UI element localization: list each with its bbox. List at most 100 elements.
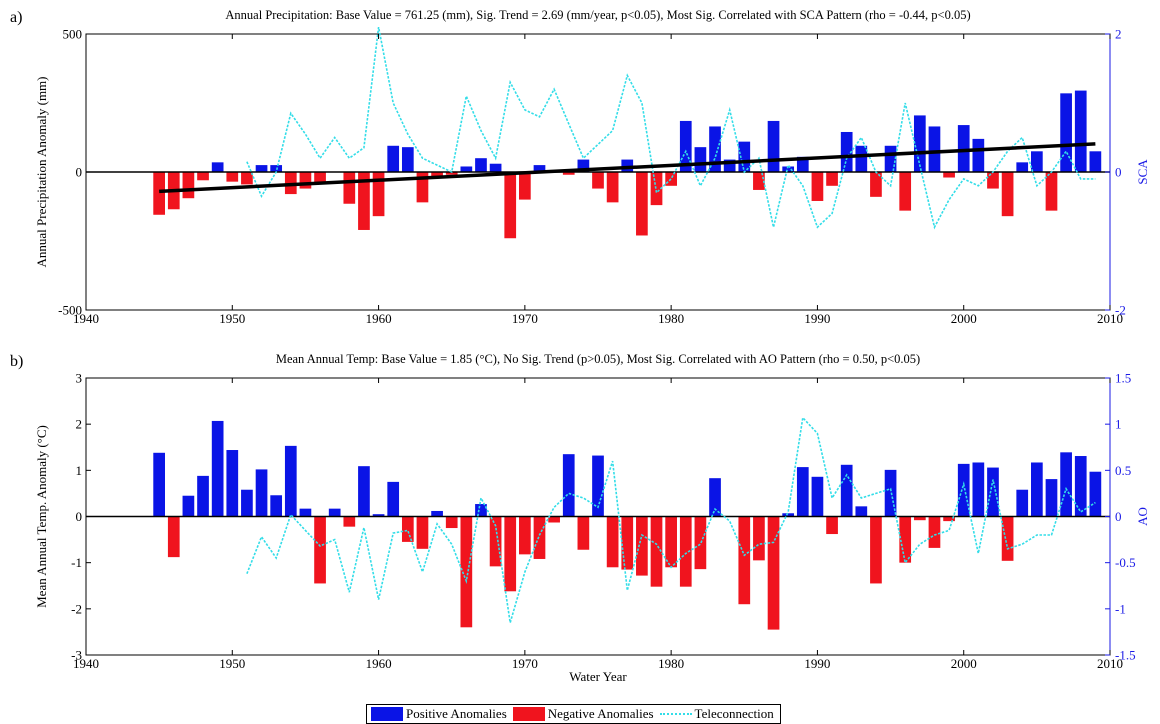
panel-2-bar bbox=[1060, 452, 1072, 517]
panel-2-bar bbox=[328, 508, 341, 517]
panel-1-bar bbox=[1074, 90, 1087, 172]
panel-2-bar bbox=[592, 455, 604, 517]
panel-2-y2-tick-label: -0.5 bbox=[1115, 555, 1136, 570]
panel-1-teleconnection-line bbox=[246, 26, 1096, 230]
panel-2-label: b) bbox=[10, 353, 23, 370]
panel-1-bar bbox=[562, 172, 575, 175]
panel-1-bar bbox=[416, 172, 429, 203]
panel-1-bar bbox=[401, 147, 414, 172]
panel-2-x-tick-label: 2000 bbox=[951, 656, 977, 671]
panel-2-bar bbox=[577, 516, 590, 550]
panel-2-y2-tick-label: 1 bbox=[1115, 417, 1122, 432]
panel-2-bar bbox=[679, 516, 692, 587]
panel-1-bar bbox=[782, 166, 795, 172]
panel-2-bar bbox=[782, 513, 795, 517]
panel-1-bar bbox=[255, 165, 268, 172]
legend-label-teleconnection: Teleconnection bbox=[694, 706, 774, 721]
panel-1-bar bbox=[1016, 162, 1029, 172]
panel-2-y2-tick-label: -1.5 bbox=[1115, 648, 1136, 663]
panel-2-teleconnection-line bbox=[246, 415, 1096, 623]
panel-1-bar bbox=[577, 159, 590, 172]
panel-1-bar bbox=[343, 172, 356, 204]
panel-2-y-tick-label: -3 bbox=[71, 648, 82, 663]
panel-1-y2-axis-label: SCA bbox=[1135, 159, 1150, 185]
panel-1-bar bbox=[694, 147, 707, 172]
panel-1-y2-tick-label: 2 bbox=[1115, 27, 1122, 42]
panel-2-bar bbox=[1089, 471, 1102, 517]
panel-2-y2-tick-label: 0.5 bbox=[1115, 463, 1131, 478]
panel-2-y2-tick-label: 1.5 bbox=[1115, 371, 1131, 386]
panel-2-y-tick-label: -2 bbox=[71, 601, 82, 616]
panel-2-bar bbox=[401, 516, 414, 542]
panel-2-y2-axis-label: AO bbox=[1135, 507, 1150, 526]
panel-2-bar bbox=[884, 469, 897, 517]
panel-1-bar bbox=[738, 141, 751, 172]
negative-swatch bbox=[512, 707, 545, 721]
panel-1-bar bbox=[489, 163, 502, 172]
panel-2-bar bbox=[811, 476, 824, 517]
panel-2-bar bbox=[211, 420, 224, 517]
panel-1-bar bbox=[1001, 172, 1014, 217]
panel-2-x-tick-label: 2010 bbox=[1097, 656, 1123, 671]
panel-2-bar bbox=[913, 516, 926, 521]
teleconnection-swatch bbox=[659, 713, 692, 715]
panel-1-bar bbox=[928, 126, 941, 172]
panel-1-x-tick-label: 1980 bbox=[658, 311, 684, 326]
legend-item-positive: Positive Anomalies bbox=[371, 706, 507, 722]
panel-2-x-tick-label: 1980 bbox=[658, 656, 684, 671]
panel-1-x-tick-label: 1990 bbox=[804, 311, 830, 326]
panel-2-bar bbox=[928, 516, 941, 548]
panel-1-y2-tick-label: 0 bbox=[1115, 165, 1122, 180]
panel-2-bar bbox=[255, 469, 268, 517]
panel-2-bar bbox=[519, 516, 531, 555]
panel-1-x-tick-label: 2000 bbox=[951, 311, 977, 326]
panel-1-bar bbox=[709, 126, 721, 172]
panel-1-y-axis-label: Annual Precipitation Anomaly (mm) bbox=[34, 77, 49, 268]
panel-1-bar bbox=[299, 172, 312, 189]
panel-2-bar bbox=[621, 516, 634, 570]
panel-2-bar bbox=[372, 514, 385, 517]
panel-1-x-tick-label: 1960 bbox=[366, 311, 392, 326]
panel-1-bar bbox=[899, 172, 912, 211]
panel-1-bar bbox=[840, 131, 853, 172]
panel-2-bar bbox=[1074, 456, 1087, 517]
panel-2-bar bbox=[1031, 462, 1043, 517]
panel-2-bar bbox=[709, 478, 721, 517]
panel-2-bar bbox=[284, 445, 297, 517]
panel-2-bar bbox=[358, 466, 370, 517]
panel-1-bar bbox=[211, 162, 224, 172]
panel-2-x-tick-label: 1970 bbox=[512, 656, 538, 671]
positive-swatch bbox=[371, 707, 403, 721]
panel-1-bar bbox=[723, 159, 736, 172]
panel-2-bar bbox=[943, 516, 955, 522]
panel-2-y2-tick-label: 0 bbox=[1115, 509, 1122, 524]
panel-2-bar bbox=[431, 510, 443, 517]
panel-2-bar bbox=[153, 452, 165, 517]
panel-1-bar bbox=[987, 172, 999, 189]
panel-1-bar bbox=[182, 172, 195, 199]
panel-1-bar bbox=[270, 165, 283, 172]
panel-2-bar bbox=[855, 506, 868, 517]
panel-2-bar bbox=[738, 516, 751, 605]
panel-1-bar bbox=[913, 115, 926, 172]
panel-2-bar bbox=[343, 516, 356, 527]
panel-1-bar bbox=[972, 138, 985, 172]
panel-1-bar bbox=[665, 172, 677, 186]
panel-1-bar bbox=[606, 172, 619, 203]
panel-1-bar bbox=[811, 172, 824, 201]
panel-2-x-tick-label: 1990 bbox=[804, 656, 830, 671]
panel-1-bar bbox=[636, 172, 648, 236]
panel-1-bar bbox=[460, 166, 473, 172]
panel-2-x-tick-label: 1940 bbox=[73, 656, 99, 671]
panel-1-bar bbox=[855, 145, 868, 172]
panel-2-bar bbox=[387, 481, 400, 517]
panel-1-bar bbox=[592, 172, 604, 189]
panel-2-bar bbox=[270, 495, 283, 517]
panel-2-y-tick-label: 0 bbox=[76, 509, 83, 524]
legend-label-positive: Positive Anomalies bbox=[406, 706, 507, 721]
panel-2-bar bbox=[314, 516, 326, 584]
panel-1-bar bbox=[387, 145, 400, 172]
panel-1-bar bbox=[870, 172, 882, 197]
panel-1-title: Annual Precipitation: Base Value = 761.2… bbox=[225, 8, 970, 22]
panel-2-bar bbox=[460, 516, 473, 628]
